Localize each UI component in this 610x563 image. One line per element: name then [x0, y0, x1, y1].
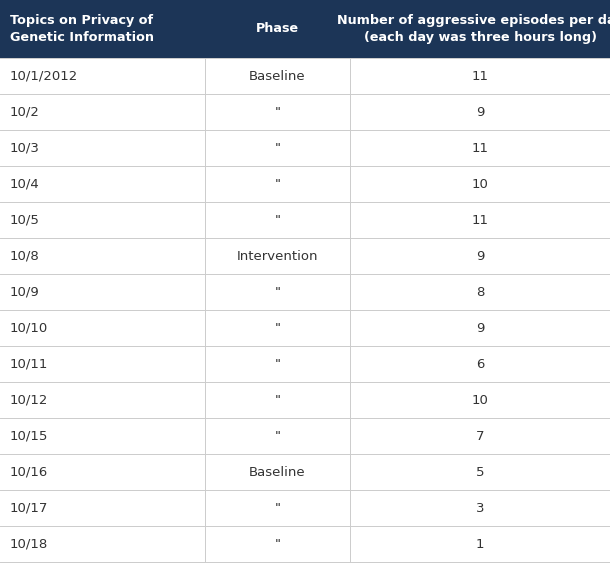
Text: ": " — [274, 538, 281, 551]
Text: ": " — [274, 177, 281, 190]
Text: ": " — [274, 358, 281, 370]
Text: 10/4: 10/4 — [10, 177, 40, 190]
Text: 10/11: 10/11 — [10, 358, 48, 370]
Text: Topics on Privacy of
Genetic Information: Topics on Privacy of Genetic Information — [10, 14, 154, 44]
Text: 10/8: 10/8 — [10, 249, 40, 262]
Text: 5: 5 — [476, 466, 484, 479]
Text: ": " — [274, 213, 281, 226]
Text: 8: 8 — [476, 285, 484, 298]
Text: 10/16: 10/16 — [10, 466, 48, 479]
Text: ": " — [274, 394, 281, 406]
Text: ": " — [274, 321, 281, 334]
Text: ": " — [274, 285, 281, 298]
Text: 10/5: 10/5 — [10, 213, 40, 226]
Text: 10/12: 10/12 — [10, 394, 48, 406]
Text: 10/2: 10/2 — [10, 105, 40, 118]
Text: 11: 11 — [472, 141, 489, 154]
Text: 11: 11 — [472, 213, 489, 226]
Text: 10/3: 10/3 — [10, 141, 40, 154]
Text: 10: 10 — [472, 394, 489, 406]
Text: 9: 9 — [476, 321, 484, 334]
Text: 10/17: 10/17 — [10, 502, 48, 515]
Text: ": " — [274, 105, 281, 118]
Text: 1: 1 — [476, 538, 484, 551]
Text: 10/18: 10/18 — [10, 538, 48, 551]
Text: 10: 10 — [472, 177, 489, 190]
Text: ": " — [274, 502, 281, 515]
Text: Baseline: Baseline — [249, 69, 306, 83]
Text: 11: 11 — [472, 69, 489, 83]
Text: 7: 7 — [476, 430, 484, 443]
Text: Phase: Phase — [256, 23, 299, 35]
Text: 10/15: 10/15 — [10, 430, 48, 443]
Text: 3: 3 — [476, 502, 484, 515]
Text: ": " — [274, 141, 281, 154]
Text: Intervention: Intervention — [237, 249, 318, 262]
Text: 10/10: 10/10 — [10, 321, 48, 334]
Text: 10/1/2012: 10/1/2012 — [10, 69, 78, 83]
Text: 10/9: 10/9 — [10, 285, 40, 298]
Text: Baseline: Baseline — [249, 466, 306, 479]
Text: 9: 9 — [476, 249, 484, 262]
Bar — [0, 0, 610, 58]
Text: Number of aggressive episodes per day
(each day was three hours long): Number of aggressive episodes per day (e… — [337, 14, 610, 44]
Text: 6: 6 — [476, 358, 484, 370]
Text: ": " — [274, 430, 281, 443]
Text: 9: 9 — [476, 105, 484, 118]
